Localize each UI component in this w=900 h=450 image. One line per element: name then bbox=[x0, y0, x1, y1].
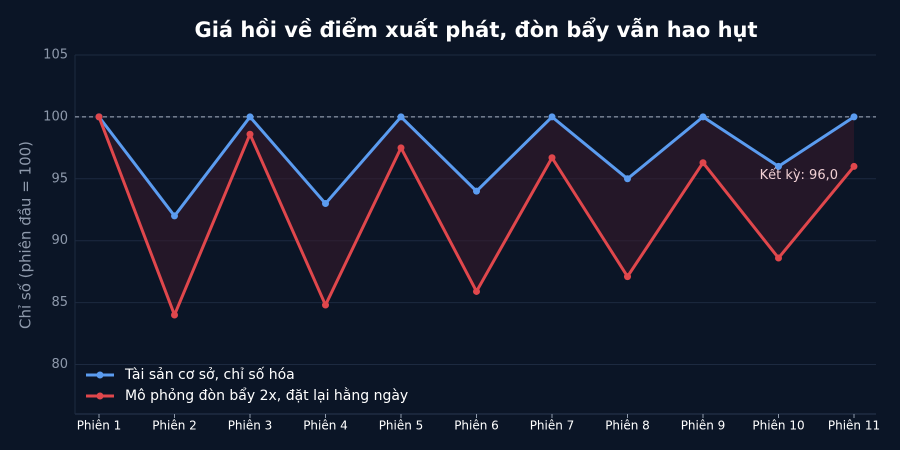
point bbox=[397, 113, 405, 121]
point bbox=[246, 113, 254, 121]
y-tick-label: 85 bbox=[51, 295, 68, 310]
x-tick-label: Phiên 2 bbox=[152, 419, 197, 433]
x-tick-label: Phiên 9 bbox=[681, 419, 726, 433]
legend-label: Mô phỏng đòn bẩy 2x, đặt lại hằng ngày bbox=[125, 387, 408, 404]
point bbox=[473, 187, 480, 195]
point bbox=[246, 130, 254, 138]
y-tick-label: 100 bbox=[43, 109, 68, 124]
y-axis-label: Chỉ số (phiên đầu = 100) bbox=[17, 141, 35, 329]
point bbox=[699, 113, 707, 121]
point bbox=[548, 113, 556, 121]
point bbox=[397, 144, 405, 152]
y-tick-label: 95 bbox=[51, 171, 68, 186]
annotation: Kết kỳ: 96,0 bbox=[760, 168, 838, 183]
point bbox=[322, 301, 329, 309]
x-tick-label: Phiên 5 bbox=[379, 419, 424, 433]
point bbox=[473, 287, 480, 295]
x-tick-label: Phiên 3 bbox=[228, 419, 273, 433]
point bbox=[171, 212, 178, 220]
point bbox=[624, 273, 631, 281]
legend-swatch bbox=[96, 392, 104, 400]
point bbox=[322, 200, 329, 208]
point bbox=[850, 162, 858, 170]
x-tick-label: Phiên 8 bbox=[605, 419, 650, 433]
gap-area bbox=[99, 116, 854, 315]
point bbox=[775, 254, 782, 262]
point bbox=[624, 175, 631, 183]
point bbox=[775, 162, 782, 170]
point bbox=[171, 311, 178, 319]
x-tick-label: Phiên 11 bbox=[828, 419, 880, 433]
y-tick-label: 80 bbox=[51, 357, 68, 372]
x-tick-label: Phiên 1 bbox=[77, 419, 122, 433]
x-tick-label: Phiên 7 bbox=[530, 419, 575, 433]
x-tick-label: Phiên 10 bbox=[752, 419, 804, 433]
y-tick-label: 90 bbox=[51, 233, 68, 248]
legend-label: Tài sản cơ sở, chỉ số hóa bbox=[124, 366, 295, 383]
y-tick-label: 105 bbox=[43, 48, 68, 63]
x-tick-label: Phiên 6 bbox=[454, 419, 499, 433]
point bbox=[548, 154, 556, 162]
point bbox=[850, 113, 858, 121]
legend-swatch bbox=[96, 371, 104, 379]
x-tick-label: Phiên 4 bbox=[303, 419, 348, 433]
point bbox=[95, 113, 103, 121]
chart-title: Giá hồi về điểm xuất phát, đòn bẩy vẫn h… bbox=[194, 17, 757, 42]
point bbox=[699, 159, 707, 167]
